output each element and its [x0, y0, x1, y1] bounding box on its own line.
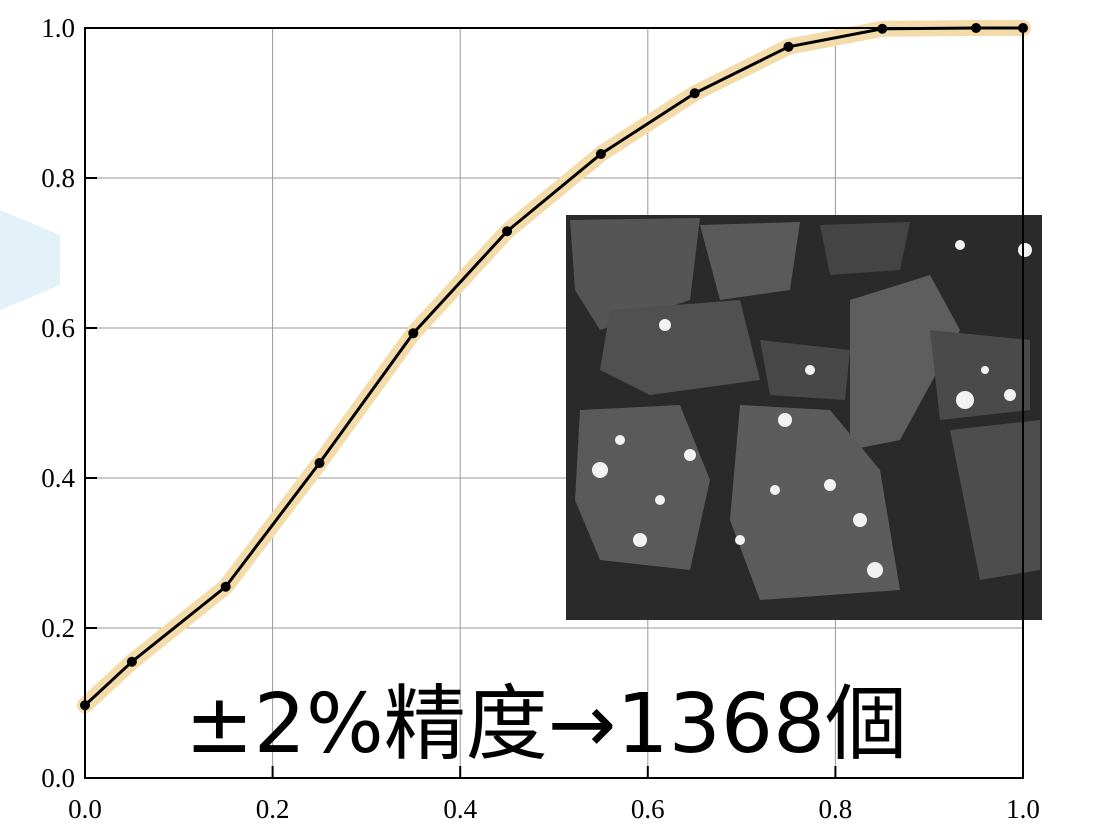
x-tick-label: 0.8: [819, 794, 853, 824]
point: [315, 458, 325, 468]
point: [408, 328, 418, 338]
point: [690, 88, 700, 98]
point: [127, 657, 137, 667]
inset-image: [566, 215, 1042, 620]
y-tick-label: 0.4: [41, 463, 75, 493]
y-tick-label: 0.8: [41, 163, 75, 193]
point: [596, 149, 606, 159]
y-tick-label: 0.2: [41, 613, 75, 643]
y-tick-label: 0.6: [41, 313, 75, 343]
y-tick-label: 0.0: [41, 763, 75, 793]
point: [221, 582, 231, 592]
x-tick-label: 0.6: [631, 794, 665, 824]
decoration: [0, 210, 60, 310]
x-tick-label: 0.0: [68, 794, 102, 824]
point: [502, 226, 512, 236]
x-tick-label: 1.0: [1006, 794, 1040, 824]
y-tick-label: 1.0: [41, 13, 75, 43]
chart: ±2%精度→1368個 0.0 0.2 0.4 0.6 0.8 1.0 0.0 0.2 0.4 0…: [0, 0, 1115, 836]
x-tick-label: 0.4: [443, 794, 477, 824]
x-tick-label: 0.2: [256, 794, 290, 824]
annotation: ±2%精度→1368個: [185, 677, 907, 772]
point: [784, 42, 794, 52]
